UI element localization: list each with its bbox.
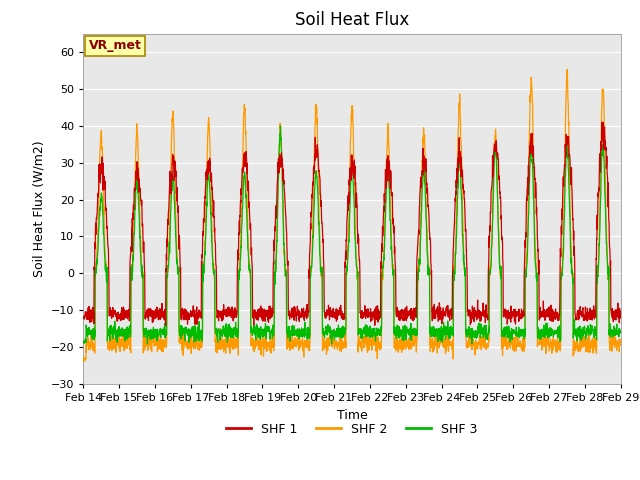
- X-axis label: Time: Time: [337, 408, 367, 421]
- Y-axis label: Soil Heat Flux (W/m2): Soil Heat Flux (W/m2): [32, 141, 45, 277]
- Title: Soil Heat Flux: Soil Heat Flux: [295, 11, 409, 29]
- Text: VR_met: VR_met: [88, 39, 141, 52]
- Legend: SHF 1, SHF 2, SHF 3: SHF 1, SHF 2, SHF 3: [221, 418, 483, 441]
